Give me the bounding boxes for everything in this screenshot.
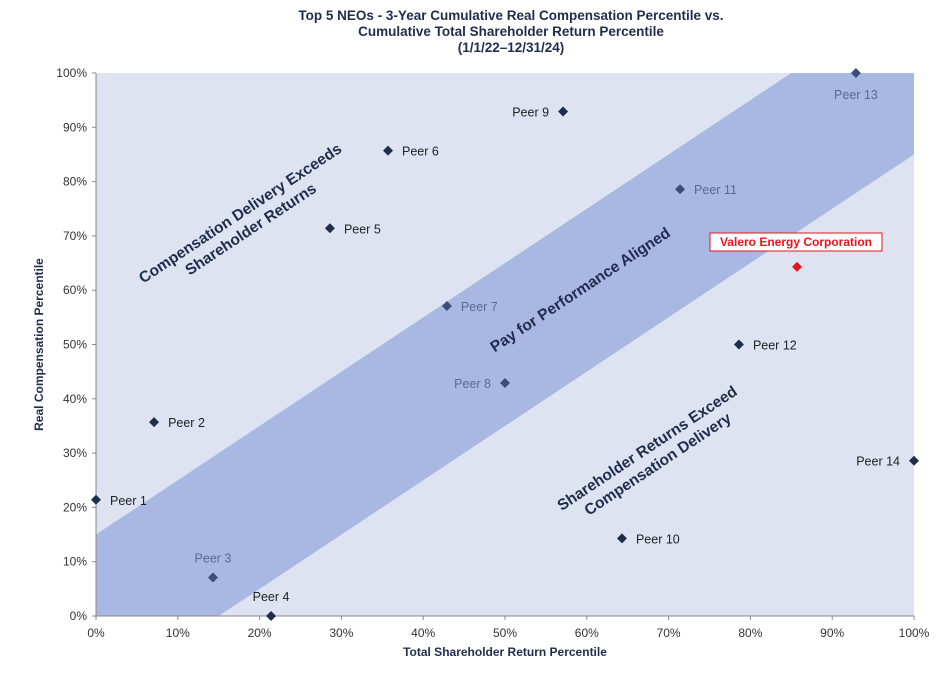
peer-label: Peer 2	[168, 416, 205, 430]
y-tick-label: 20%	[63, 500, 87, 514]
x-tick-label: 30%	[329, 626, 353, 640]
y-tick-label: 40%	[63, 392, 87, 406]
valero-label-box	[709, 232, 883, 252]
y-axis-title: Real Compensation Percentile	[32, 258, 46, 431]
y-tick-label: 50%	[63, 338, 87, 352]
peer-marker	[733, 339, 744, 350]
peer-label: Peer 12	[753, 339, 797, 353]
x-tick-label: 90%	[820, 626, 844, 640]
peer-label: Peer 9	[512, 106, 549, 120]
chart-title: Top 5 NEOs - 3-Year Cumulative Real Comp…	[298, 8, 723, 55]
chart-title-line: (1/1/22–12/31/24)	[458, 40, 565, 55]
peer-marker	[149, 417, 160, 428]
peer-marker	[675, 184, 686, 195]
peer-marker	[850, 68, 861, 78]
peer-label: Peer 10	[636, 532, 680, 546]
x-tick-label: 40%	[411, 626, 435, 640]
peer-marker	[558, 106, 569, 117]
peer-marker	[383, 145, 394, 156]
y-tick-label: 0%	[70, 609, 88, 623]
valero-marker	[792, 261, 803, 272]
x-tick-label: 100%	[899, 626, 930, 640]
x-tick-label: 50%	[493, 626, 517, 640]
y-tick-label: 10%	[63, 555, 87, 569]
peer-label: Peer 3	[195, 551, 232, 565]
x-tick-label: 80%	[738, 626, 762, 640]
peer-marker	[91, 494, 101, 505]
x-tick-label: 60%	[575, 626, 599, 640]
peer-label: Peer 6	[402, 145, 439, 159]
y-tick-label: 60%	[63, 283, 87, 297]
peer-marker	[266, 611, 277, 621]
peer-label: Peer 8	[454, 377, 491, 391]
chart-title-line: Cumulative Total Shareholder Return Perc…	[358, 24, 664, 39]
x-tick-label: 70%	[657, 626, 681, 640]
peer-marker	[500, 378, 510, 389]
y-tick-label: 80%	[63, 175, 87, 189]
peer-label: Peer 13	[834, 88, 878, 102]
valero-label: Valero Energy Corporation	[720, 235, 872, 249]
pay-for-performance-band	[96, 73, 914, 616]
peer-label: Peer 7	[461, 300, 498, 314]
valero-callout: Valero Energy Corporation	[709, 232, 883, 252]
x-tick-label: 0%	[87, 626, 105, 640]
peer-label: Peer 11	[694, 183, 737, 197]
alignment-band	[96, 73, 914, 616]
y-tick-label: 70%	[63, 229, 87, 243]
x-tick-label: 10%	[166, 626, 190, 640]
peer-marker	[207, 572, 218, 583]
peer-label: Peer 14	[856, 455, 900, 469]
y-tick-label: 30%	[63, 446, 87, 460]
y-tick-label: 100%	[56, 66, 87, 80]
x-axis-title: Total Shareholder Return Percentile	[403, 645, 607, 659]
x-tick-label: 20%	[248, 626, 272, 640]
peer-label: Peer 5	[344, 222, 381, 236]
peer-marker	[909, 455, 919, 466]
data-points: Peer 1 Peer 2 Peer 3 Peer 4 Peer 5 Peer 6 Peer…	[91, 68, 919, 621]
peer-marker	[616, 533, 627, 544]
peer-label: Peer 1	[110, 494, 147, 508]
y-tick-label: 90%	[63, 120, 87, 134]
peer-marker	[441, 300, 452, 311]
axes: 0% 10% 20% 30% 40% 50% 60% 70% 80% 90% 100% 0% 10% 20…	[32, 66, 930, 659]
peer-marker	[324, 223, 335, 234]
peer-label: Peer 4	[253, 590, 290, 604]
chart-title-line: Top 5 NEOs - 3-Year Cumulative Real Comp…	[298, 8, 723, 23]
